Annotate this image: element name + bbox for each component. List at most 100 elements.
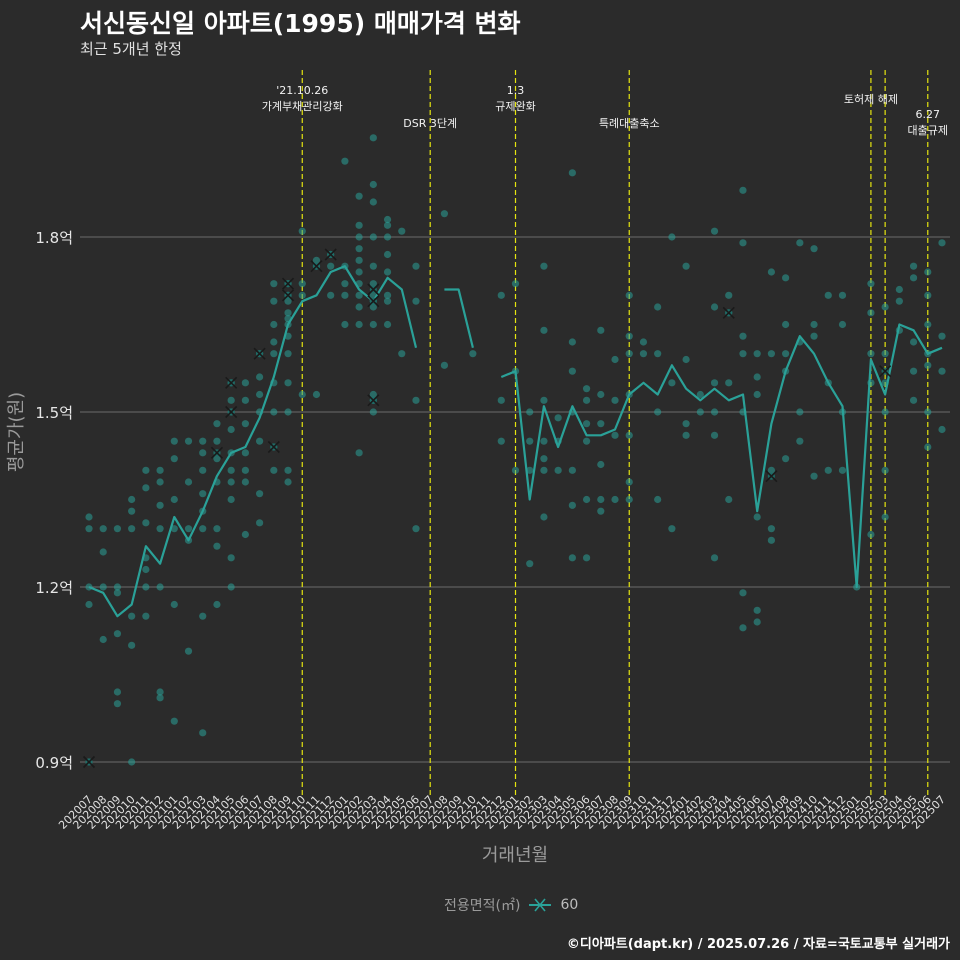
transaction-point (909, 338, 918, 346)
transaction-point (767, 268, 776, 276)
transaction-point (668, 379, 676, 387)
transaction-point (156, 583, 164, 591)
transaction-point (355, 449, 363, 457)
highlight-marker (765, 470, 778, 483)
transaction-point (341, 320, 349, 329)
transaction-point (156, 466, 164, 474)
transaction-point (710, 227, 719, 235)
transaction-point (639, 338, 648, 346)
transaction-point (383, 291, 392, 299)
transaction-point (696, 390, 704, 399)
transaction-point (398, 227, 406, 235)
transaction-point (142, 583, 150, 591)
transaction-point (256, 490, 264, 498)
transaction-point (753, 618, 761, 626)
highlight-marker (722, 306, 735, 319)
transaction-point (369, 134, 377, 142)
transaction-point (909, 367, 918, 375)
transaction-point (881, 466, 889, 474)
transaction-point (355, 221, 363, 229)
transaction-point (625, 350, 633, 358)
transaction-point (909, 262, 918, 270)
transaction-point (710, 431, 719, 439)
transaction-point (710, 379, 719, 387)
transaction-point (412, 262, 420, 270)
transaction-point (540, 455, 548, 463)
transaction-point (298, 390, 306, 399)
transaction-point (128, 495, 136, 504)
transaction-point (753, 390, 761, 399)
transaction-point (241, 379, 249, 387)
transaction-point (526, 408, 534, 416)
event-label: 1.3 (507, 84, 525, 97)
transaction-point (184, 437, 193, 445)
highlight-marker (367, 394, 380, 407)
transaction-point (739, 350, 747, 358)
transaction-point (810, 472, 818, 480)
event-label: 특례대출축소 (599, 117, 660, 130)
transaction-point (284, 408, 292, 416)
transaction-point (725, 495, 733, 504)
transaction-point (767, 466, 776, 474)
transaction-point (270, 297, 278, 305)
transaction-point (782, 320, 790, 329)
transaction-point (213, 542, 221, 550)
transaction-point (611, 396, 619, 404)
transaction-point (213, 455, 221, 463)
transaction-point (227, 554, 235, 562)
event-label: 6.27 (916, 108, 941, 121)
y-axis-title: 평균가(원) (6, 392, 27, 472)
transaction-point (497, 291, 505, 299)
transaction-point (469, 350, 477, 358)
transaction-point (895, 285, 903, 294)
transaction-point (284, 379, 292, 387)
transaction-point (611, 495, 619, 504)
transaction-point (767, 536, 776, 544)
transaction-point (227, 425, 235, 434)
transaction-point (113, 583, 122, 591)
transaction-point (867, 309, 875, 317)
transaction-point (383, 221, 392, 229)
transaction-point (85, 513, 93, 521)
transaction-point (383, 297, 392, 305)
transaction-point (369, 198, 377, 206)
transaction-point (369, 280, 377, 288)
transaction-point (682, 262, 690, 270)
transaction-point (824, 466, 832, 474)
transaction-point (554, 466, 562, 474)
transaction-point (540, 466, 548, 474)
transaction-point (213, 525, 221, 533)
transaction-point (682, 420, 690, 428)
transaction-point (270, 320, 278, 329)
transaction-point (938, 367, 946, 375)
transaction-point (881, 513, 889, 521)
series-line-segment (444, 288, 474, 349)
legend-title: 전용면적(㎡) (444, 898, 521, 914)
transaction-point (625, 478, 633, 486)
transaction-point (782, 455, 790, 463)
transaction-point (227, 466, 235, 474)
transaction-point (682, 431, 690, 439)
transaction-point (440, 210, 449, 218)
transaction-point (184, 647, 193, 655)
transaction-point (540, 396, 548, 404)
highlight-markers (82, 248, 892, 769)
transaction-point (710, 554, 719, 562)
transaction-point (199, 490, 207, 498)
transaction-point (369, 390, 377, 399)
transaction-point (782, 350, 790, 358)
transaction-point (924, 443, 932, 451)
transaction-point (938, 425, 946, 434)
y-tick-label: 0.9억 (35, 754, 73, 772)
transaction-point (767, 350, 776, 358)
transaction-point (568, 554, 576, 562)
event-lines (301, 70, 929, 795)
transaction-point (654, 408, 662, 416)
transaction-point (170, 525, 178, 533)
transaction-point (767, 525, 776, 533)
transaction-point (440, 361, 449, 369)
transaction-point (526, 560, 534, 568)
transaction-point (128, 641, 136, 649)
transaction-point (355, 291, 363, 299)
transaction-point (924, 291, 932, 299)
